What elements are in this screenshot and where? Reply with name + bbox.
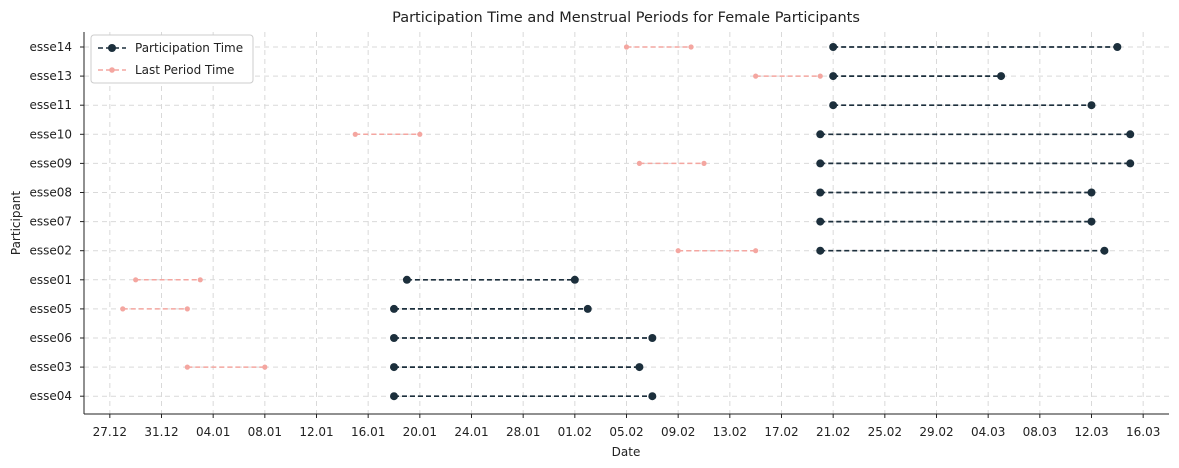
participation-point [583, 304, 592, 313]
y-tick-label: esse03 [29, 360, 72, 374]
x-tick-label: 01.02 [558, 425, 592, 439]
legend-dot-participation [108, 44, 116, 52]
participation-point [402, 275, 411, 284]
participation-point [1100, 246, 1109, 255]
x-tick-label: 09.02 [661, 425, 695, 439]
participation-point [390, 363, 398, 372]
data-series [120, 43, 1135, 401]
chart-title: Participation Time and Menstrual Periods… [392, 10, 860, 26]
participation-point [816, 188, 825, 197]
period-point [753, 73, 759, 79]
period-point [197, 277, 203, 283]
x-tick-label: 16.01 [351, 425, 385, 439]
period-point [120, 306, 126, 312]
participation-point [1113, 43, 1122, 51]
period-point [701, 160, 707, 166]
period-point [184, 364, 190, 370]
period-point [184, 306, 190, 312]
participation-point [1087, 217, 1096, 226]
legend-box [90, 34, 254, 84]
participation-point [1087, 101, 1096, 110]
period-point [133, 277, 139, 283]
x-tick-labels: 27.12 31.12 04.01 08.01 12.01 16.01 20.01 24.01… [93, 414, 1160, 439]
period-point [636, 160, 643, 166]
x-tick-label: 17.02 [764, 425, 798, 439]
participation-point [390, 392, 398, 401]
period-point [688, 44, 694, 50]
y-tick-label: esse02 [29, 244, 72, 258]
y-tick-label: esse09 [29, 156, 72, 170]
x-tick-label: 05.02 [609, 425, 643, 439]
x-tick-label: 12.03 [1074, 425, 1108, 439]
x-tick-label: 08.03 [1023, 425, 1057, 439]
participation-point [829, 101, 838, 110]
period-point [417, 131, 423, 137]
y-tick-label: esse14 [29, 40, 72, 54]
x-tick-label: 27.12 [93, 425, 127, 439]
y-axis-label: Participant [9, 191, 23, 256]
y-tick-label: esse06 [29, 331, 72, 345]
period-point [817, 73, 823, 79]
x-tick-label: 04.01 [196, 425, 230, 439]
grid-lines [84, 32, 1169, 414]
participation-point [997, 72, 1006, 81]
participation-point [648, 334, 657, 342]
period-point [352, 131, 358, 137]
period-point [623, 44, 630, 50]
participation-point [648, 392, 657, 401]
participation-point [816, 217, 825, 226]
x-tick-label: 29.02 [919, 425, 953, 439]
legend-label-period: Last Period Time [135, 63, 234, 77]
x-tick-label: 13.02 [713, 425, 747, 439]
y-tick-label: esse04 [29, 389, 72, 403]
x-axis-label: Date [612, 445, 641, 459]
participation-point [1087, 188, 1096, 197]
y-tick-label: esse10 [29, 127, 72, 141]
x-tick-label: 12.01 [299, 425, 333, 439]
participation-point [635, 363, 644, 372]
x-tick-label: 25.02 [868, 425, 902, 439]
participation-point [816, 130, 825, 139]
participation-point [1126, 159, 1135, 168]
y-tick-label: esse07 [29, 215, 72, 229]
x-tick-label: 31.12 [144, 425, 178, 439]
participation-point [390, 304, 398, 313]
participation-point [829, 72, 838, 81]
y-tick-label: esse08 [29, 186, 72, 200]
x-tick-label: 20.01 [403, 425, 437, 439]
x-tick-label: 04.03 [971, 425, 1005, 439]
x-tick-label: 21.02 [816, 425, 850, 439]
x-tick-label: 24.01 [454, 425, 488, 439]
y-tick-labels: esse14 esse13 esse11 esse10 esse09 esse08 esse… [29, 40, 84, 403]
participation-point [1126, 130, 1135, 139]
y-tick-label: esse11 [29, 98, 72, 112]
x-tick-label: 28.01 [506, 425, 540, 439]
participation-point [390, 334, 398, 342]
y-tick-label: esse13 [29, 69, 72, 83]
legend-dot-period [109, 67, 115, 73]
participation-point [829, 43, 838, 51]
participation-point [816, 159, 825, 168]
period-point [753, 248, 759, 254]
y-tick-label: esse05 [29, 302, 72, 316]
x-tick-label: 08.01 [248, 425, 282, 439]
participation-point [816, 246, 825, 255]
legend: Participation Time Last Period Time [90, 34, 254, 84]
period-point [262, 364, 268, 370]
x-tick-label: 16.03 [1126, 425, 1160, 439]
period-point [675, 248, 681, 254]
participation-point [570, 275, 579, 284]
y-tick-label: esse01 [29, 273, 72, 287]
legend-label-participation: Participation Time [135, 41, 243, 55]
